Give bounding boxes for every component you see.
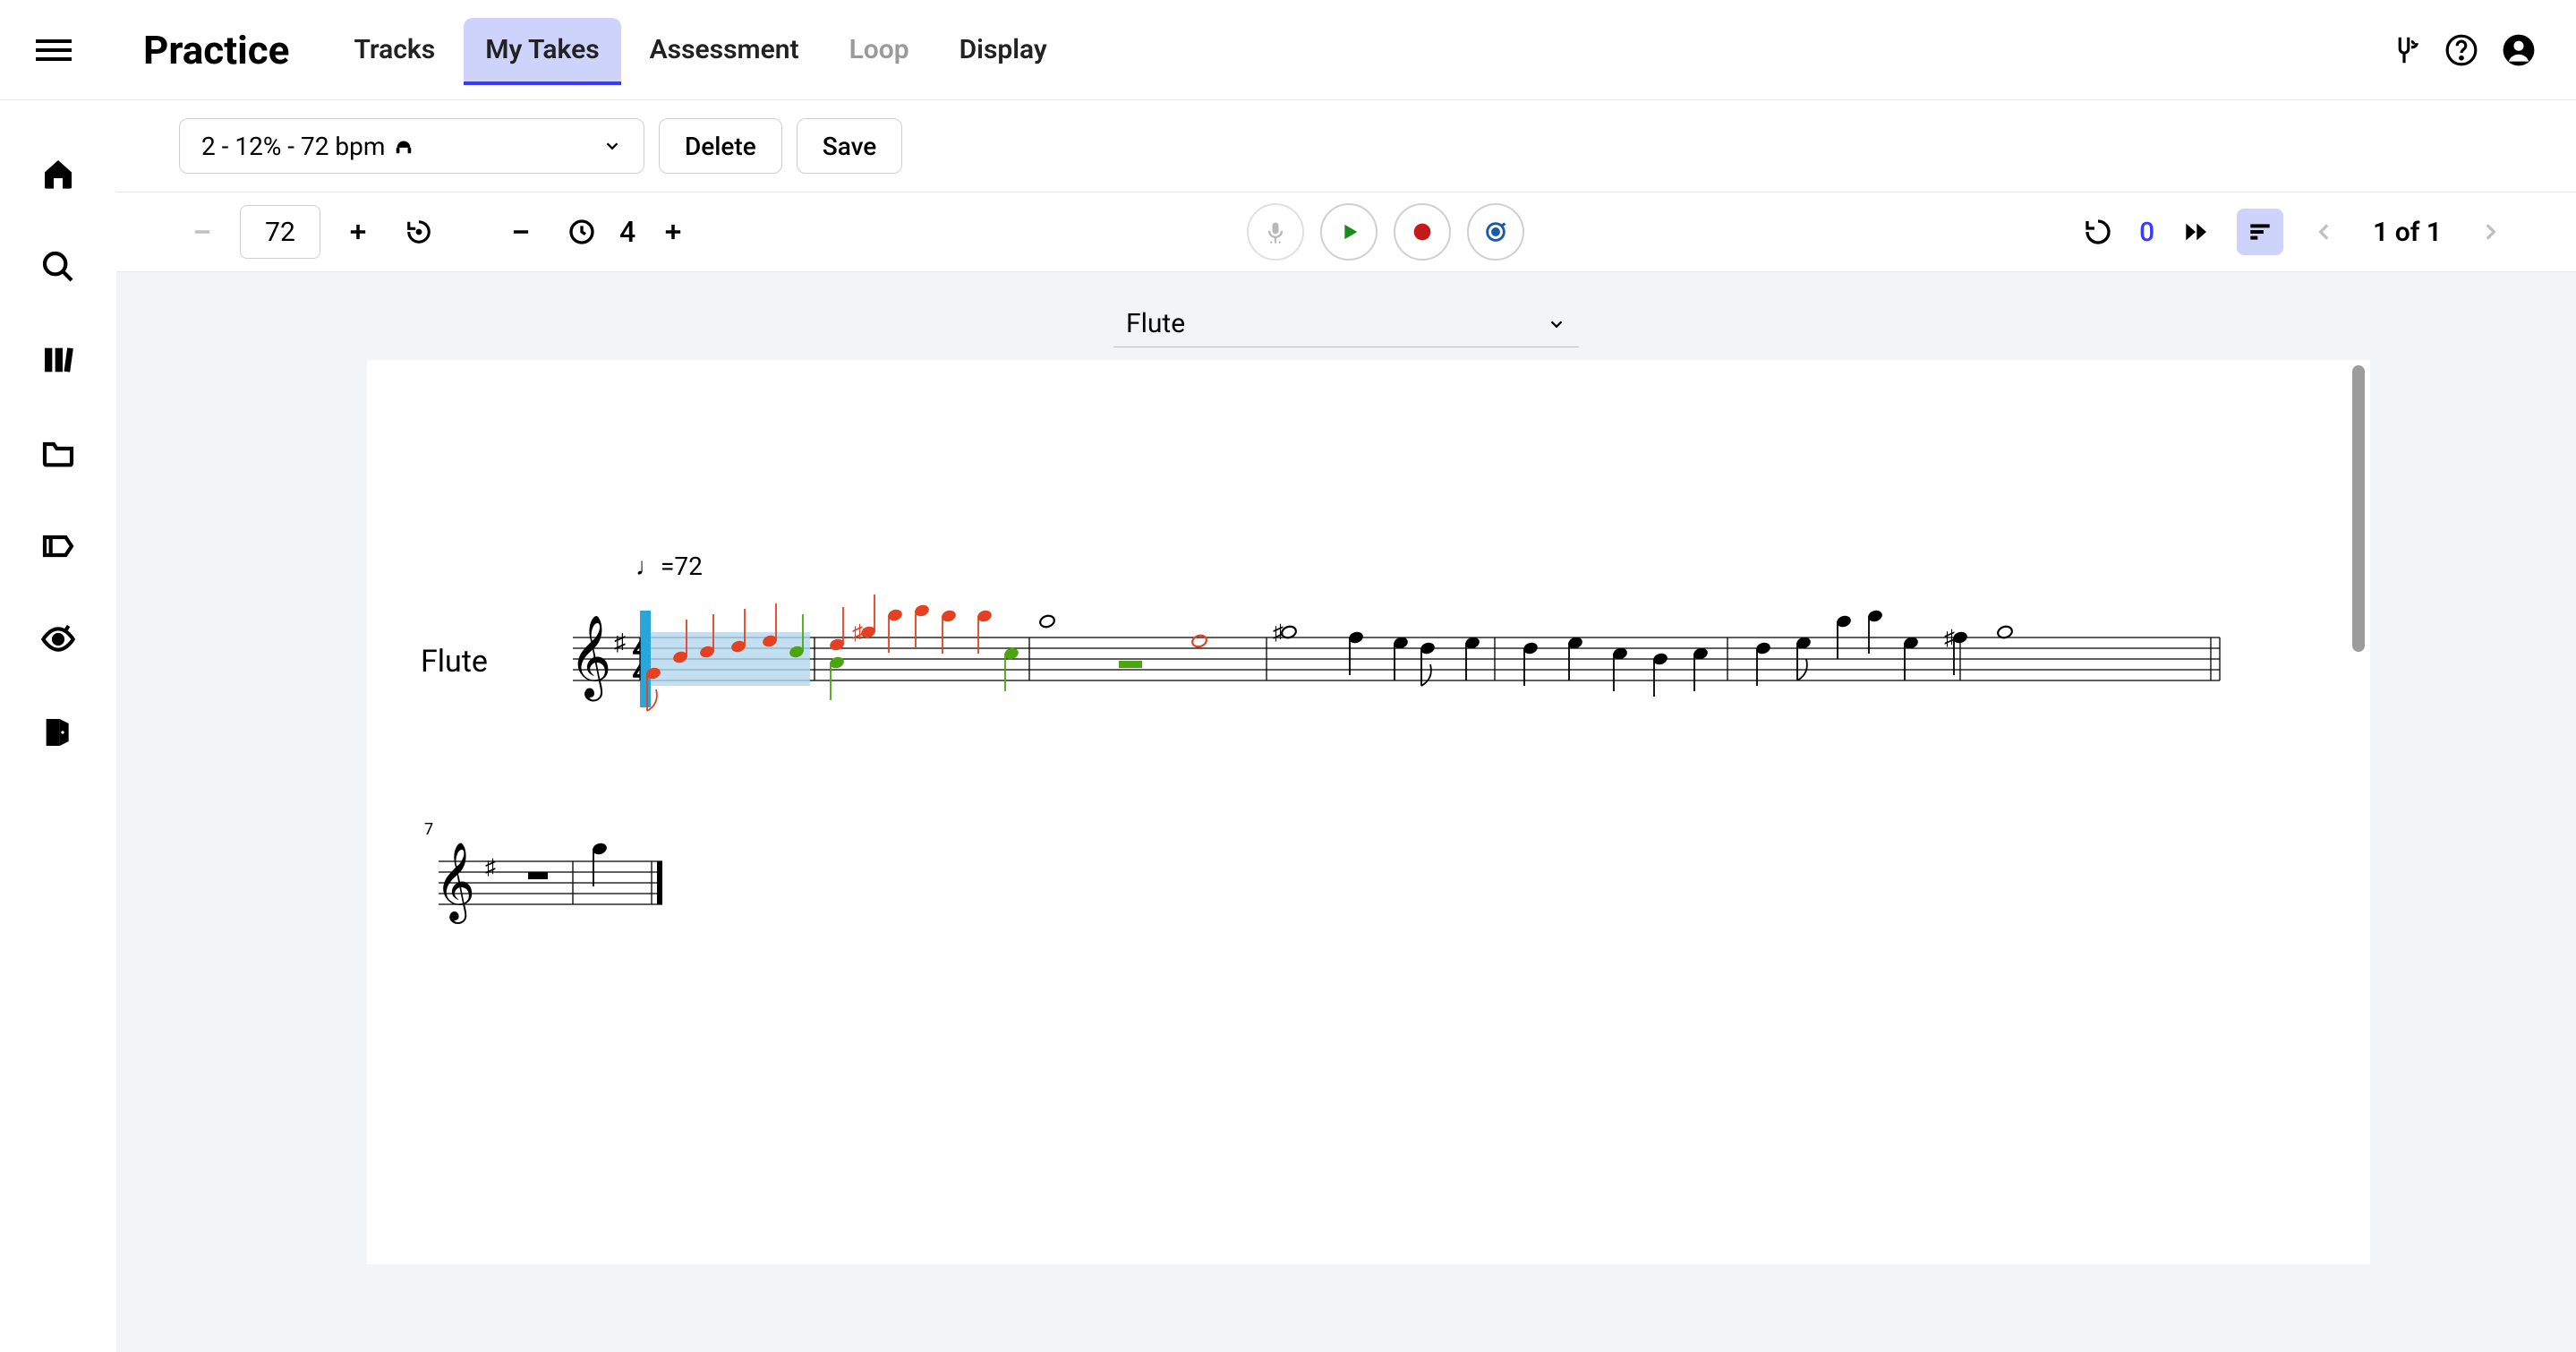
tab-loop: Loop (828, 18, 931, 81)
page-next-button[interactable] (2467, 209, 2513, 255)
svg-text:♩=72: ♩=72 (635, 552, 703, 581)
fast-forward-button[interactable] (2172, 209, 2219, 255)
instrument-select-label: Flute (1126, 308, 1185, 339)
tempo-plus-button[interactable] (335, 209, 381, 255)
clock-icon (559, 209, 605, 255)
mic-button[interactable] (1247, 203, 1304, 261)
folder-icon[interactable] (38, 433, 78, 473)
tab-display[interactable]: Display (938, 18, 1069, 81)
exit-icon[interactable] (38, 713, 78, 752)
page-indicator: 1 of 1 (2373, 217, 2442, 248)
svg-text:Flute: Flute (421, 644, 488, 680)
tab-bar: TracksMy TakesAssessmentLoopDisplay (332, 18, 1068, 81)
svg-text:♯: ♯ (485, 854, 496, 879)
beats-plus-button[interactable] (650, 209, 696, 255)
svg-text:7: 7 (424, 820, 433, 839)
help-icon[interactable] (2440, 29, 2483, 72)
home-icon[interactable] (38, 154, 78, 193)
tab-my-takes[interactable]: My Takes (464, 18, 620, 81)
take-toolbar: 2 - 12% - 72 bpm Delete Save (116, 100, 2576, 193)
tab-assessment[interactable]: Assessment (628, 18, 821, 81)
play-button[interactable] (1320, 203, 1378, 261)
beats-minus-button[interactable] (498, 209, 544, 255)
score-area: Flute Flute♩=72𝄞♯44♯♯♯ 7𝄞♯ (116, 272, 2576, 1352)
view-icon[interactable] (38, 620, 78, 659)
staff-line-1: Flute♩=72𝄞♯44♯♯♯ (421, 539, 2265, 754)
search-icon[interactable] (38, 247, 78, 287)
page-prev-button[interactable] (2301, 209, 2348, 255)
tuning-fork-icon[interactable] (2383, 29, 2426, 72)
tempo-input[interactable]: 72 (240, 205, 320, 259)
svg-text:♯: ♯ (614, 629, 626, 656)
beats-value: 4 (619, 215, 635, 249)
score-count: 0 (2139, 217, 2154, 248)
take-select-label: 2 - 12% - 72 bpm (201, 132, 385, 161)
library-icon[interactable] (38, 340, 78, 380)
chevron-down-icon (1547, 314, 1566, 334)
take-select[interactable]: 2 - 12% - 72 bpm (179, 118, 644, 174)
staff-line-2: 7𝄞 ♯ (421, 790, 689, 933)
loop-record-button[interactable] (1467, 203, 1524, 261)
save-button[interactable]: Save (797, 118, 903, 174)
chevron-down-icon (602, 136, 622, 156)
account-icon[interactable] (2497, 29, 2540, 72)
tempo-minus-button[interactable] (179, 209, 226, 255)
sort-button[interactable] (2237, 209, 2283, 255)
svg-text:♯: ♯ (852, 620, 863, 645)
rewind-button[interactable] (2075, 209, 2121, 255)
score-scrollbar[interactable] (2352, 365, 2365, 652)
page-title: Practice (143, 27, 289, 73)
menu-icon[interactable] (36, 39, 72, 61)
history-icon[interactable] (38, 526, 78, 566)
instrument-select[interactable]: Flute (1113, 308, 1579, 347)
left-nav-rail (0, 100, 116, 1352)
svg-text:𝄞: 𝄞 (569, 614, 611, 701)
headphones-icon (394, 136, 414, 156)
svg-text:𝄞: 𝄞 (435, 841, 475, 924)
tempo-reset-button[interactable] (396, 209, 442, 255)
playback-toolbar: 72 4 (116, 193, 2576, 272)
delete-button[interactable]: Delete (659, 118, 782, 174)
tab-tracks[interactable]: Tracks (332, 18, 456, 81)
record-button[interactable] (1394, 203, 1451, 261)
top-bar: Practice TracksMy TakesAssessmentLoopDis… (0, 0, 2576, 100)
